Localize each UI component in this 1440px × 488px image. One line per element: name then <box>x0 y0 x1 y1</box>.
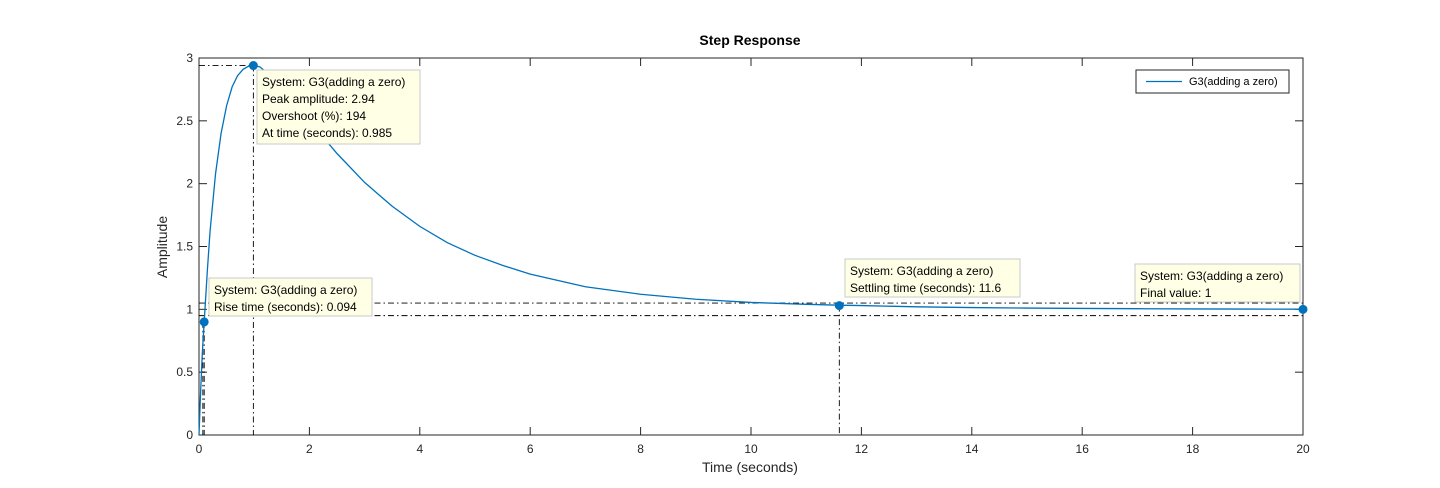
y-tick-label: 2.5 <box>176 114 193 128</box>
x-tick-label: 16 <box>1076 442 1090 456</box>
datatip-line: Peak amplitude: 2.94 <box>262 92 375 106</box>
x-tick-label: 4 <box>416 442 423 456</box>
datatip-box <box>1134 263 1301 303</box>
x-tick-label: 12 <box>855 442 869 456</box>
y-tick-label: 3 <box>186 51 193 65</box>
y-tick-label: 0 <box>186 428 193 442</box>
datatip-line: Overshoot (%): 194 <box>262 109 366 123</box>
datatip-line: System: G3(adding a zero) <box>1140 269 1283 283</box>
legend: G3(adding a zero) <box>1135 69 1290 94</box>
x-tick-label: 6 <box>527 442 534 456</box>
series-line <box>198 64 1304 436</box>
datatip-line: System: G3(adding a zero) <box>214 283 357 297</box>
x-tick-label: 20 <box>1296 442 1310 456</box>
datatip-rise: System: G3(adding a zero) Rise time (seco… <box>208 277 373 317</box>
y-tick-label: 0.5 <box>176 365 193 379</box>
x-tick-label: 0 <box>196 442 203 456</box>
y-axis-label: Amplitude <box>154 216 170 278</box>
datatip-settling: System: G3(adding a zero) Settling time (… <box>844 258 1021 298</box>
datatip-box <box>208 277 373 317</box>
y-tick-label: 1.5 <box>176 240 193 254</box>
datatip-marker-final <box>1298 304 1308 314</box>
datatip-peak: System: G3(adding a zero) Peak amplitude:… <box>256 69 421 145</box>
legend-box <box>1135 69 1290 94</box>
datatip-line: At time (seconds): 0.985 <box>262 126 392 140</box>
datatip-box <box>256 69 421 145</box>
datatip-line: Rise time (seconds): 0.094 <box>214 300 357 314</box>
x-tick-label: 10 <box>744 442 758 456</box>
datatip-marker-settling <box>834 301 844 311</box>
x-tick-label: 2 <box>306 442 313 456</box>
datatip-marker-rise <box>199 317 209 327</box>
y-tick-label: 1 <box>186 302 193 316</box>
y-tick-label: 2 <box>186 177 193 191</box>
datatip-line: Final value: 1 <box>1140 286 1212 300</box>
datatip-line: System: G3(adding a zero) <box>850 264 993 278</box>
x-tick-label: 18 <box>1186 442 1200 456</box>
datatip-line: Settling time (seconds): 11.6 <box>850 281 1002 295</box>
datatip-line: System: G3(adding a zero) <box>262 75 405 89</box>
x-axis-label: Time (seconds) <box>702 459 798 475</box>
datatip-box <box>844 258 1021 298</box>
x-tick-label: 14 <box>965 442 979 456</box>
chart-title: Step Response <box>699 32 800 48</box>
plot-area: 0 2 4 6 8 10 12 14 16 18 20 0 0.5 1 1.5 2 2.5 3 System: G3… <box>176 51 1310 456</box>
datatip-marker-peak <box>248 61 258 71</box>
datatip-final: System: G3(adding a zero) Final value: 1 <box>1134 263 1301 303</box>
legend-label: G3(adding a zero) <box>1189 76 1278 88</box>
x-tick-label: 8 <box>637 442 644 456</box>
